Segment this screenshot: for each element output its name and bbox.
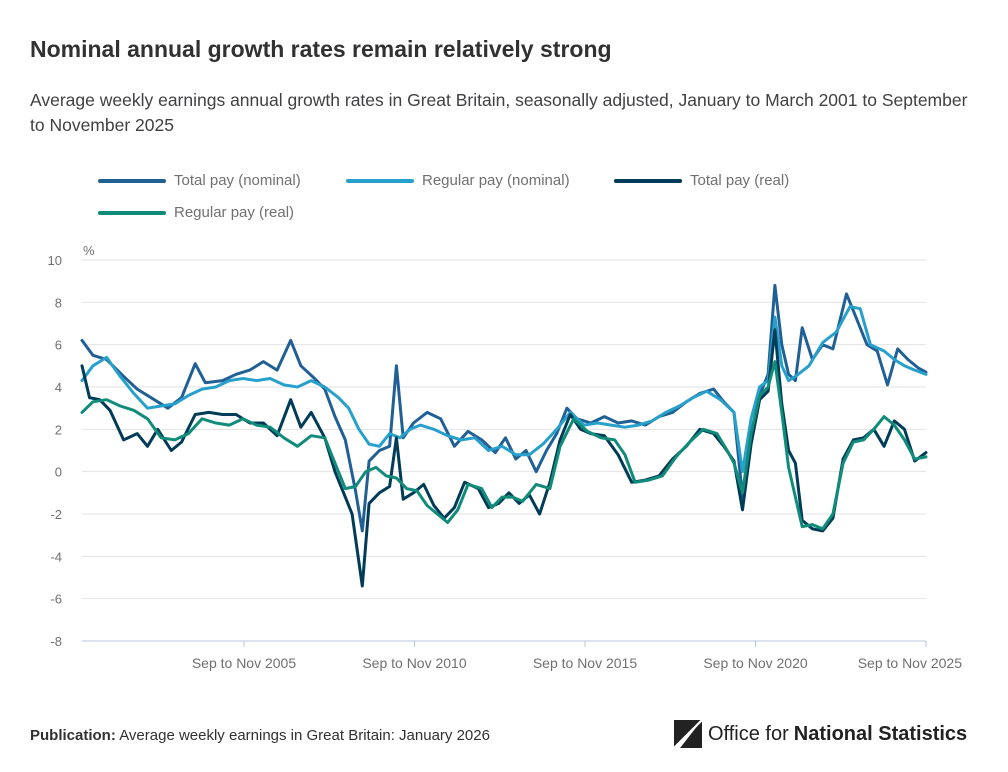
line-chart: 10 8 6 4 2 0 -2 -4 -6 -8% Sep to Nov 2005 Sep to No… xyxy=(48,243,963,671)
chart-subtitle: Average weekly earnings annual growth ra… xyxy=(30,90,968,135)
legend-swatch xyxy=(98,178,166,183)
series-line-regular-pay-real[interactable] xyxy=(80,360,928,531)
series-line-total-pay-real[interactable] xyxy=(80,328,928,588)
series-line-regular-pay-nominal[interactable] xyxy=(80,305,928,474)
legend-label: Total pay (real) xyxy=(690,172,790,189)
publication-footer: Publication: Average weekly earnings in … xyxy=(30,727,490,744)
series-line-total-pay-nominal[interactable] xyxy=(80,283,928,533)
legend-item[interactable]: Total pay (real) xyxy=(614,172,789,189)
y-tick-label: 2 xyxy=(55,422,62,437)
legend-label: Total pay (nominal) xyxy=(174,172,301,189)
y-tick-label: -2 xyxy=(50,507,62,522)
legend-item[interactable]: Regular pay (nominal) xyxy=(346,172,570,189)
ons-logo-text-2: National Statistics xyxy=(793,722,968,745)
x-tick-label: Sep to Nov 2025 xyxy=(858,655,963,671)
x-tick-label: Sep to Nov 2015 xyxy=(533,655,638,671)
legend-swatch xyxy=(614,178,682,183)
y-axis-label: % xyxy=(83,243,95,258)
x-tick-label: Sep to Nov 2020 xyxy=(703,655,808,671)
publication-link[interactable]: Average weekly earnings in Great Britain… xyxy=(119,727,490,744)
y-tick-label: -4 xyxy=(50,549,62,564)
legend-label: Regular pay (nominal) xyxy=(422,172,570,189)
legend-label: Regular pay (real) xyxy=(174,204,295,221)
y-tick-label: -6 xyxy=(50,592,62,607)
ons-logo-text-1: Office for xyxy=(708,722,789,745)
y-tick-label: 10 xyxy=(48,253,62,268)
axis-layer: 10 8 6 4 2 0 -2 -4 -6 -8% Sep to Nov 2005 Sep to No… xyxy=(48,243,963,671)
legend-swatch xyxy=(98,210,166,215)
y-tick-label: 0 xyxy=(55,465,62,480)
legend-swatch xyxy=(346,178,414,183)
y-tick-label: -8 xyxy=(50,634,62,649)
x-tick-label: Sep to Nov 2005 xyxy=(192,655,297,671)
y-tick-label: 6 xyxy=(55,338,62,353)
ons-logo[interactable]: Office for National Statistics xyxy=(674,720,967,748)
series-layer xyxy=(80,283,928,588)
x-tick-label: Sep to Nov 2010 xyxy=(362,655,467,671)
grid-layer xyxy=(82,259,926,642)
publication-label: Publication: xyxy=(30,727,116,744)
legend-item[interactable]: Regular pay (real) xyxy=(98,204,294,221)
legend-item[interactable]: Total pay (nominal) xyxy=(98,172,301,189)
chart-title: Nominal annual growth rates remain relat… xyxy=(30,36,612,62)
y-tick-label: 8 xyxy=(55,295,62,310)
ons-logo-icon xyxy=(674,720,702,748)
y-tick-label: 4 xyxy=(55,380,62,395)
